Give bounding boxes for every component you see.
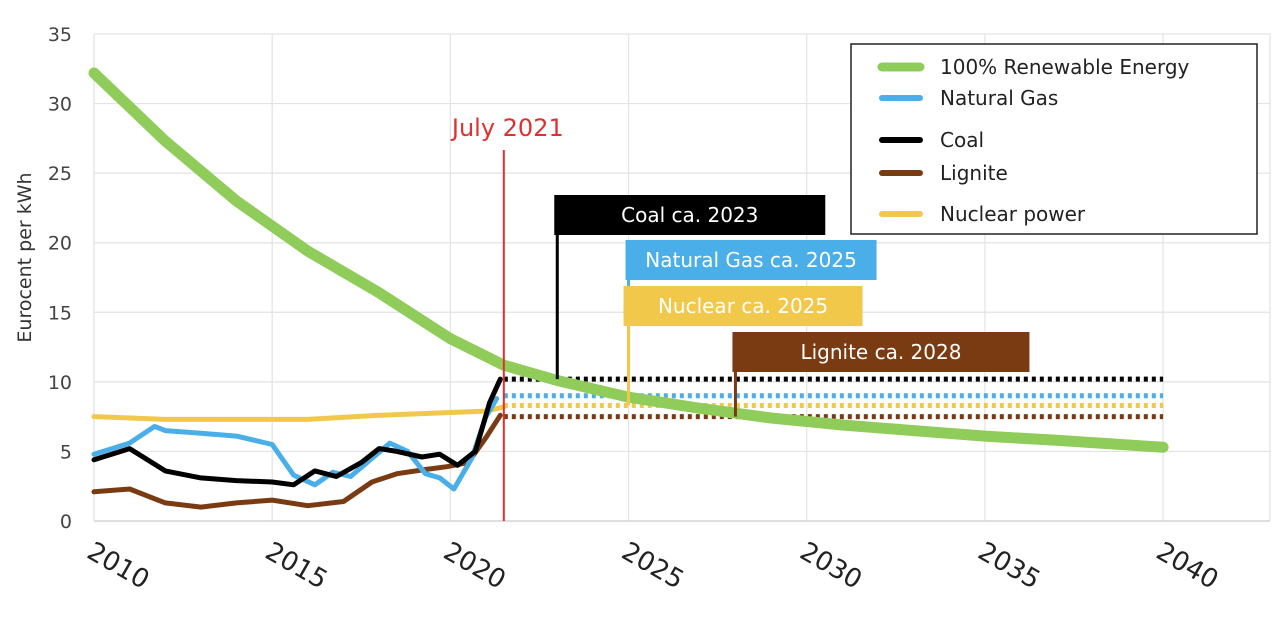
callout-box-nuclear-ca-2025 [623,286,863,326]
callout-box-lignite-ca-2028 [732,332,1030,372]
legend-label-nuclear-power: Nuclear power [940,202,1086,226]
x-tick-label-2030: 2030 [795,537,867,596]
y-tick-label-5: 5 [60,441,72,463]
y-tick-label-0: 0 [60,511,72,533]
y-tick-label-35: 35 [48,24,72,46]
x-tick-label-2035: 2035 [973,537,1045,596]
callout-box-natural-gas-ca-2025 [625,240,877,280]
y-tick-label-30: 30 [48,94,72,116]
y-tick-label-10: 10 [48,372,72,394]
y-tick-label-25: 25 [48,163,72,185]
y-tick-label-15: 15 [48,302,72,324]
july-2021-marker: July 2021 [450,114,564,521]
x-tick-label-2020: 2020 [438,537,510,596]
x-tick-label-2025: 2025 [616,537,688,596]
x-tick-label-2040: 2040 [1151,537,1223,596]
series-line-100-renewable-energy [88,67,1169,453]
series-lines [88,67,1169,510]
projections [503,376,1164,420]
legend-label-100-renewable-energy: 100% Renewable Energy [940,55,1190,79]
callout-label-natural-gas-ca-2025: Natural Gas ca. 2025 [645,248,857,272]
y-axis-title: Eurocent per kWh [14,172,36,342]
x-tick-label-2015: 2015 [260,537,332,596]
legend-label-coal: Coal [940,128,984,152]
legend: 100% Renewable Energy Natural Gas Coal Lign… [850,43,1258,235]
marker-label: July 2021 [450,114,564,142]
callouts: Coal ca. 2023 Natural Gas ca. 2025 Nuclear… [554,195,1030,417]
series-line-nuclear-power [91,404,507,422]
callout-label-coal-ca-2023: Coal ca. 2023 [621,203,758,227]
callout-label-nuclear-ca-2025: Nuclear ca. 2025 [658,294,828,318]
legend-label-lignite: Lignite [940,161,1008,185]
y-tick-label-20: 20 [48,233,72,255]
series-line-coal [91,376,503,488]
x-tick-label-2010: 2010 [82,537,154,596]
callout-label-lignite-ca-2028: Lignite ca. 2028 [800,340,961,364]
legend-label-natural-gas: Natural Gas [940,86,1058,110]
callout-box-coal-ca-2023 [554,195,826,235]
